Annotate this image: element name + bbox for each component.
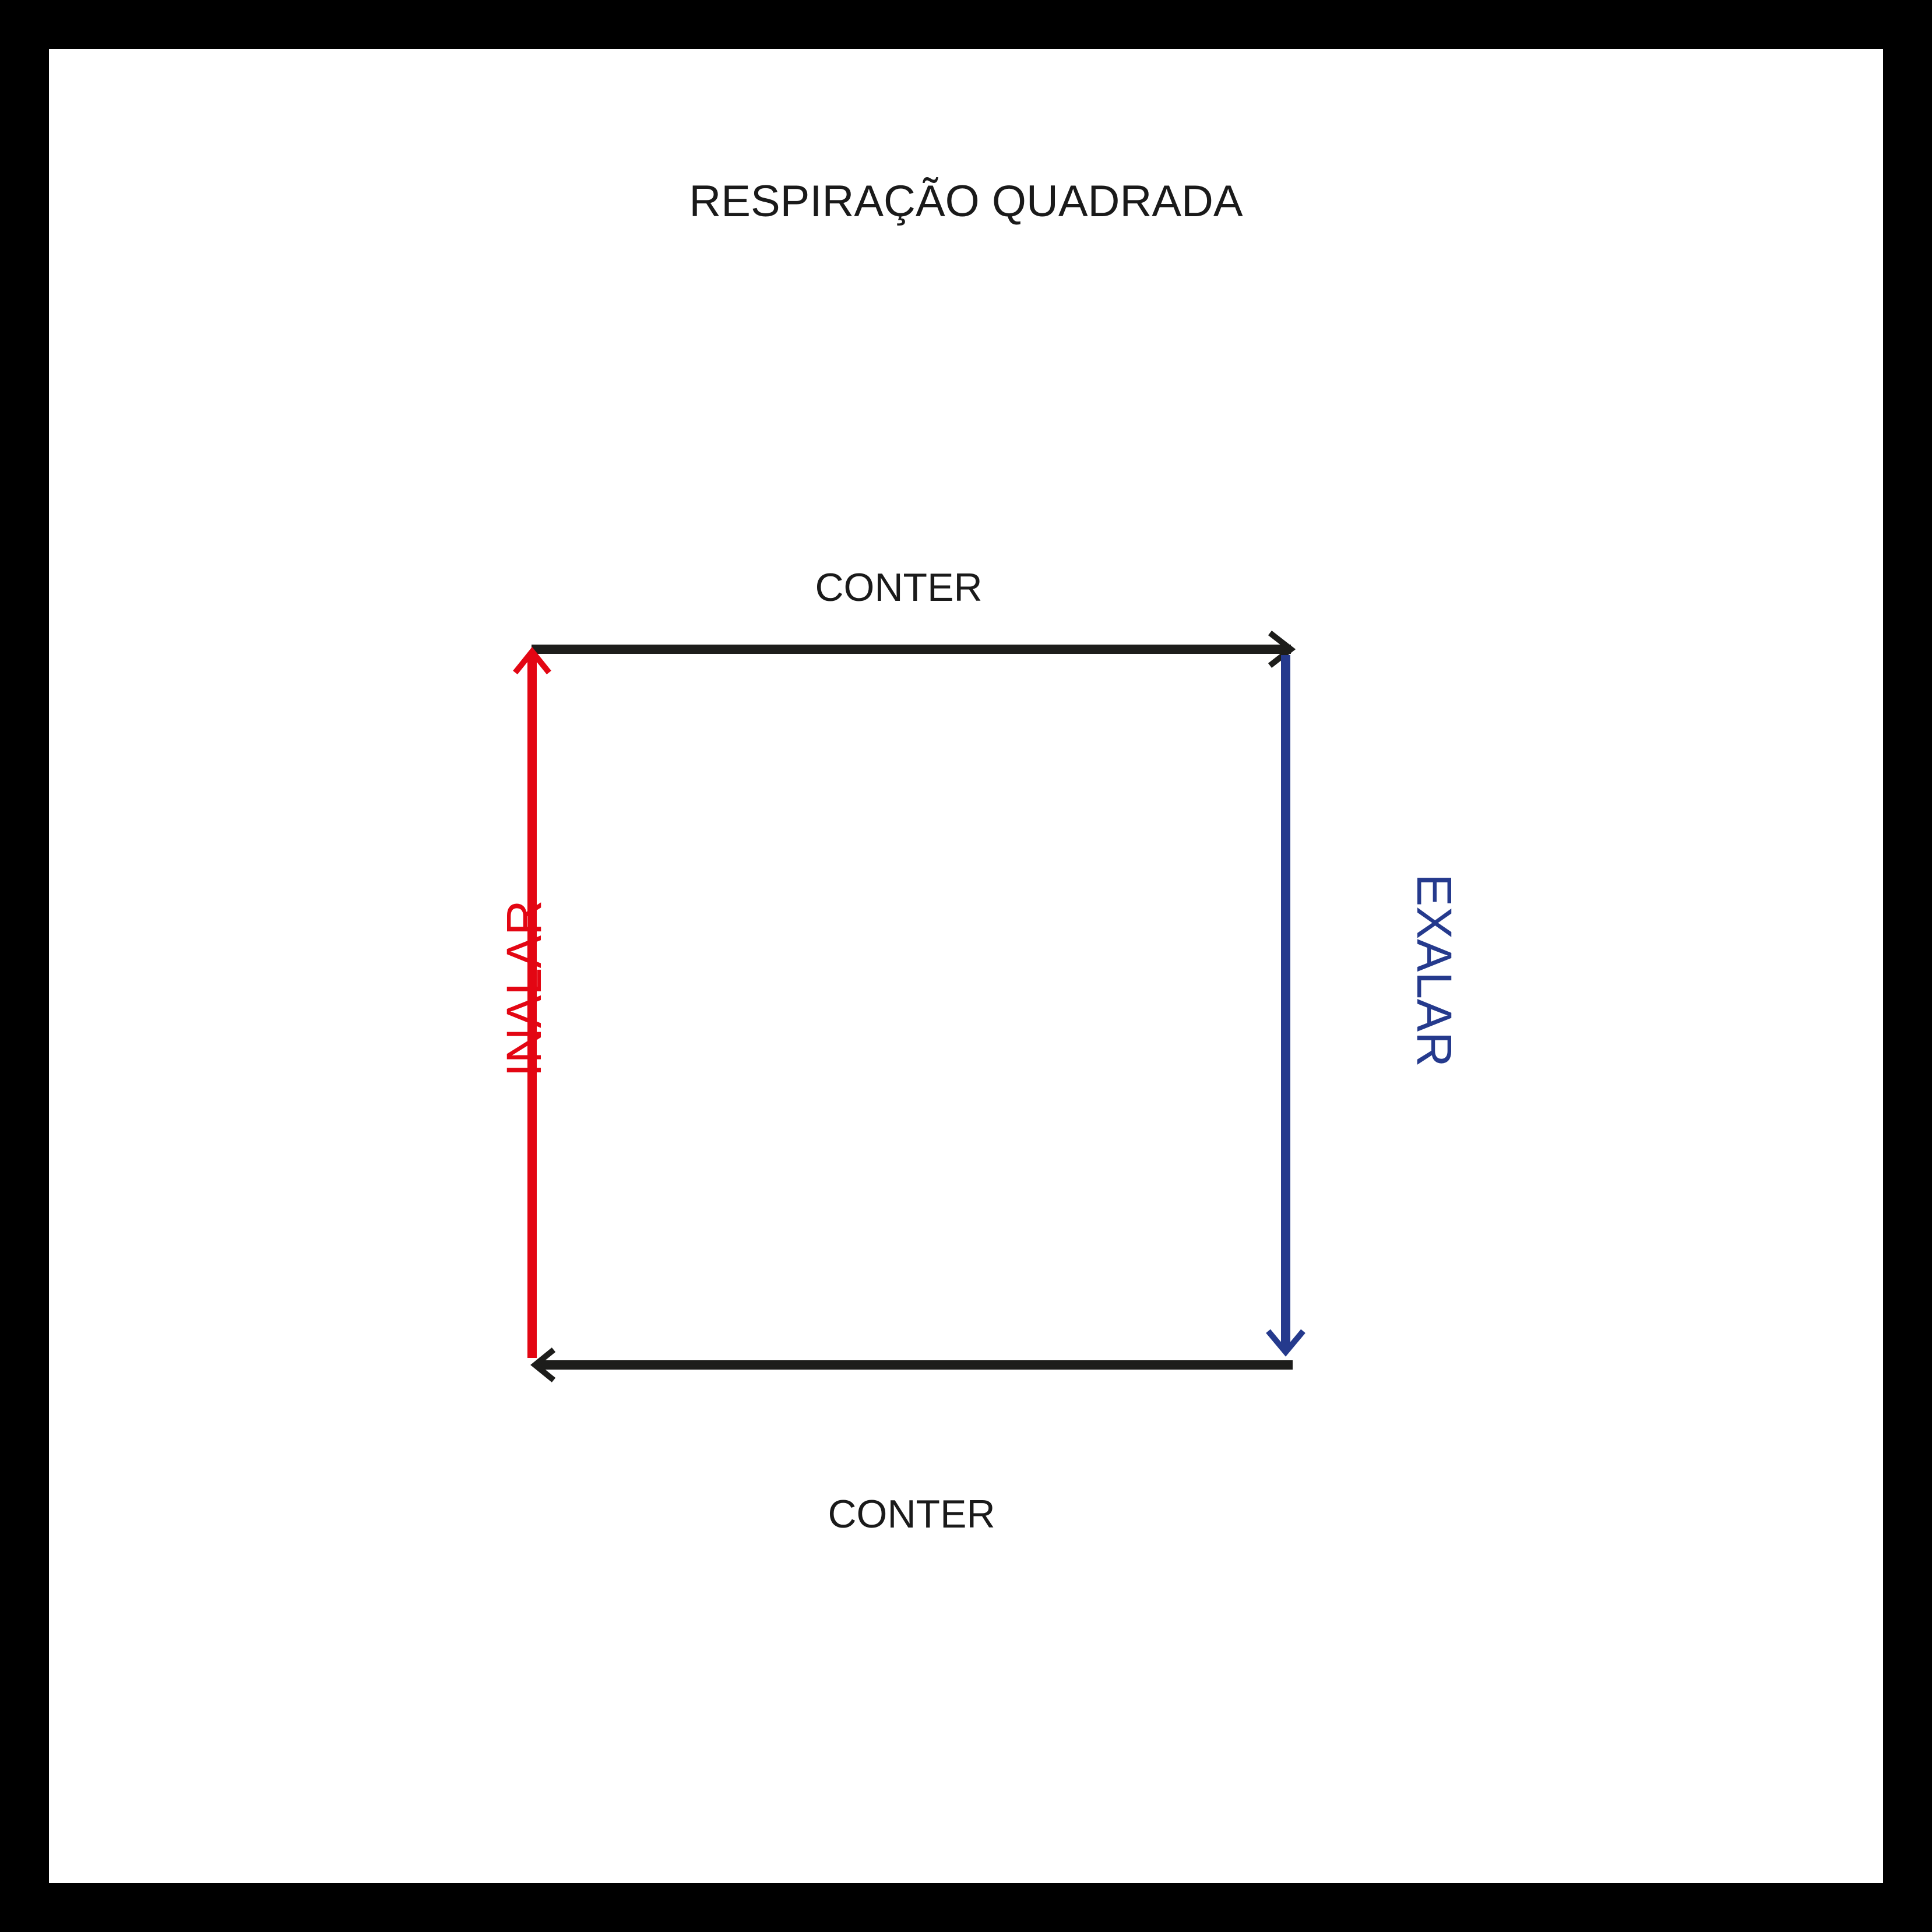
top-edge-label: CONTER — [815, 565, 983, 610]
top-arrow — [532, 631, 1296, 668]
bottom-arrow — [530, 1347, 1293, 1382]
breathing-square — [513, 631, 1305, 1382]
right-arrow — [1266, 655, 1305, 1357]
bottom-edge-label: CONTER — [828, 1492, 995, 1536]
left-arrow — [513, 647, 551, 1358]
diagram-title: RESPIRAÇÃO QUADRADA — [689, 177, 1243, 226]
diagram-canvas: RESPIRAÇÃO QUADRADA CONTER CONTER INALAR… — [49, 49, 1883, 1883]
